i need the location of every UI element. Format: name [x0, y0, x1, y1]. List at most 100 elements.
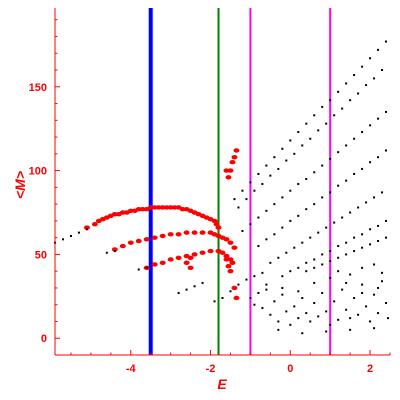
data-point-series1-164: [365, 305, 368, 308]
data-point-series1-147: [297, 317, 300, 320]
data-point-series0-0: [83, 225, 90, 230]
data-point-series1-152: [317, 315, 320, 318]
data-point-series1-22: [249, 181, 252, 184]
data-point-series1-18: [253, 275, 256, 278]
axes-layer: 0 50 100 150 -4 -2 0 2: [29, 8, 391, 375]
data-point-series0-78: [231, 154, 238, 160]
data-point-series1-116: [329, 250, 332, 253]
data-point-series0-68: [187, 265, 194, 271]
data-point-series1-124: [305, 270, 308, 273]
data-point-series1-37: [369, 57, 372, 60]
data-point-series1-171: [337, 270, 340, 273]
data-point-series1-178: [297, 290, 300, 293]
data-point-series0-75: [225, 175, 232, 180]
data-point-series1-20: [233, 198, 236, 201]
data-point-series1-174: [373, 263, 376, 266]
data-point-series1-70: [329, 157, 332, 160]
data-point-series1-42: [253, 189, 256, 192]
data-point-series1-170: [387, 317, 390, 320]
data-point-series1-45: [277, 167, 280, 170]
data-point-series1-139: [265, 288, 268, 291]
data-point-series1-140: [269, 313, 272, 316]
data-point-series1-11: [193, 285, 196, 288]
y-axis-label: <M>: [12, 171, 28, 199]
data-point-series0-40: [159, 233, 166, 239]
data-point-series1-172: [349, 273, 352, 276]
data-point-series1-82: [289, 219, 292, 222]
data-point-series1-114: [313, 258, 316, 261]
x-tick-label-3: 2: [367, 363, 373, 375]
data-point-series1-10: [185, 288, 188, 291]
data-point-series1-16: [237, 283, 240, 286]
data-point-series0-44: [191, 230, 198, 235]
data-point-series1-122: [377, 224, 380, 227]
data-point-series1-154: [325, 310, 328, 313]
data-point-series1-99: [301, 241, 304, 244]
data-point-series0-34: [111, 247, 118, 252]
data-point-series1-67: [305, 177, 308, 180]
data-point-series1-88: [337, 184, 340, 187]
data-point-series0-72: [227, 268, 234, 274]
data-point-series1-4: [85, 228, 88, 231]
data-point-series1-153: [321, 291, 324, 294]
data-point-series1-78: [257, 245, 260, 248]
data-point-series0-67: [187, 255, 194, 260]
data-point-series1-58: [381, 69, 384, 72]
data-point-series1-98: [293, 246, 296, 249]
y-tick-label-2: 100: [29, 166, 47, 178]
data-point-series1-40: [237, 206, 240, 209]
data-point-series1-186: [349, 328, 352, 331]
data-point-series1-143: [281, 293, 284, 296]
data-point-series1-7: [137, 268, 140, 271]
data-point-series1-80: [273, 233, 276, 236]
data-point-series1-71: [337, 151, 340, 154]
data-point-series1-102: [325, 226, 328, 229]
data-point-series1-35: [353, 74, 356, 77]
data-point-series0-45: [199, 230, 206, 235]
data-point-series0-69: [183, 260, 190, 266]
data-point-series0-33: [215, 225, 222, 230]
data-point-series1-75: [369, 124, 372, 127]
data-point-series0-42: [175, 232, 182, 237]
data-point-series1-165: [369, 320, 372, 323]
data-point-series1-62: [265, 209, 268, 212]
data-point-series1-166: [373, 293, 376, 296]
data-point-series1-6: [113, 250, 116, 253]
data-point-series1-149: [305, 312, 308, 315]
data-point-series1-49: [309, 137, 312, 140]
data-point-series1-148: [301, 297, 304, 300]
data-point-series1-119: [353, 236, 356, 239]
data-point-series1-46: [285, 159, 288, 162]
data-point-series1-61: [257, 216, 260, 219]
data-point-series0-73: [231, 285, 238, 291]
data-point-series1-144: [285, 310, 288, 313]
data-point-series1-141: [273, 300, 276, 303]
data-point-series1-169: [385, 302, 388, 305]
data-point-series1-26: [281, 147, 284, 150]
data-point-series1-133: [377, 240, 380, 243]
data-point-series1-38: [377, 48, 380, 51]
data-point-series0-51: [227, 240, 234, 245]
data-point-series1-135: [249, 297, 252, 300]
data-point-series1-44: [269, 174, 272, 177]
data-point-series1-128: [337, 256, 340, 259]
data-point-series1-127: [329, 260, 332, 263]
data-point-series0-79: [233, 148, 240, 153]
data-point-series1-103: [333, 221, 336, 224]
data-point-series1-163: [361, 283, 364, 286]
data-point-series0-74: [233, 295, 240, 301]
y-tick-label-3: 150: [29, 82, 47, 94]
data-point-series1-111: [289, 270, 292, 273]
data-point-series1-59: [241, 229, 244, 232]
data-point-series1-126: [321, 263, 324, 266]
data-point-series1-182: [361, 291, 364, 294]
data-point-series1-9: [177, 291, 180, 294]
data-point-series1-96: [277, 256, 280, 259]
data-point-series1-151: [313, 302, 316, 305]
data-point-series1-177: [281, 286, 284, 289]
data-point-series1-156: [333, 300, 336, 303]
data-point-series1-142: [277, 320, 280, 323]
data-point-series1-97: [285, 251, 288, 254]
data-point-series1-109: [381, 191, 384, 194]
